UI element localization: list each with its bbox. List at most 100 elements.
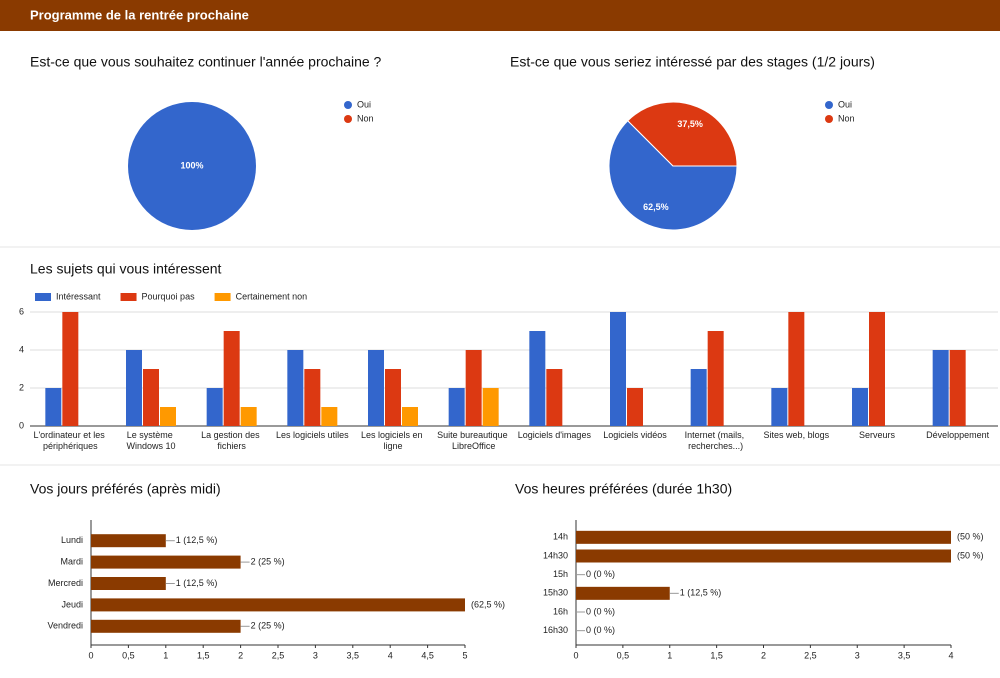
bar	[576, 530, 951, 544]
bar	[321, 407, 338, 426]
legend-label: Oui	[357, 99, 371, 109]
x-tick-label: 4,5	[421, 650, 434, 660]
y-tick-label: 16h30	[543, 625, 568, 635]
chart-title: Est-ce que vous souhaitez continuer l'an…	[30, 54, 382, 70]
slice-label: 37,5%	[677, 119, 703, 129]
bar	[91, 555, 241, 569]
x-tick-label: Logiciels vidéos	[603, 430, 667, 440]
y-tick-label: 0	[19, 420, 24, 430]
value-label: 1 (12,5 %)	[176, 535, 218, 545]
pie-slice	[627, 101, 738, 167]
legend-swatch	[35, 293, 51, 301]
bar	[576, 586, 670, 600]
value-label: (50 %)	[957, 532, 984, 542]
x-tick-label: 5	[462, 650, 467, 660]
y-tick-label: Mardi	[60, 556, 83, 566]
x-tick-label: Le système Windows 10	[126, 430, 175, 451]
y-tick-label: 4	[19, 344, 24, 354]
bar	[91, 577, 166, 590]
legend-label: Non	[357, 113, 374, 123]
x-tick-label: Sites web, blogs	[764, 430, 830, 440]
bar	[304, 369, 321, 426]
legend-label: Oui	[838, 99, 852, 109]
legend-swatch	[825, 101, 833, 109]
x-tick-label: 4	[388, 650, 393, 660]
x-tick-label: Les logiciels en ligne	[361, 430, 425, 451]
bar	[160, 407, 176, 426]
x-tick-label: Serveurs	[859, 430, 896, 440]
x-tick-label: Suite bureautique LibreOffice	[437, 430, 510, 451]
y-tick-label: 16h	[553, 606, 568, 616]
x-tick-label: 3,5	[898, 650, 911, 660]
bar	[576, 549, 951, 563]
bar	[126, 350, 142, 426]
bar	[949, 350, 966, 426]
bar	[546, 369, 563, 426]
x-tick-label: 3	[855, 650, 860, 660]
x-tick-label: 1,5	[710, 650, 723, 660]
legend-label: Certainement non	[236, 291, 308, 301]
bar	[45, 388, 62, 426]
legend-swatch	[120, 293, 137, 301]
y-tick-label: Lundi	[61, 535, 83, 545]
x-tick-label: Logiciels d'images	[518, 430, 592, 440]
legend-swatch	[344, 115, 352, 123]
x-tick-label: 0,5	[122, 650, 135, 660]
pie-slice	[128, 102, 256, 230]
bar	[223, 331, 240, 426]
x-tick-label: 3,5	[347, 650, 360, 660]
bar	[240, 407, 257, 426]
pie-slice	[608, 120, 738, 231]
x-tick-label: Les logiciels utiles	[276, 430, 349, 440]
legend-label: Non	[838, 113, 855, 123]
bar	[627, 388, 643, 426]
x-tick-label: 2,5	[272, 650, 285, 660]
bar	[690, 369, 707, 426]
x-tick-label: 1,5	[197, 650, 210, 660]
bar	[402, 407, 418, 426]
bar	[610, 312, 626, 426]
bar	[206, 388, 223, 426]
bar	[91, 598, 465, 612]
slice-label: 62,5%	[643, 202, 669, 212]
legend-label: Intéressant	[56, 291, 101, 301]
chart-title: Les sujets qui vous intéressent	[30, 261, 222, 277]
slice-label: 100%	[180, 160, 203, 170]
bar	[368, 350, 384, 426]
y-tick-label: 6	[19, 306, 24, 316]
bar	[482, 388, 499, 426]
x-tick-label: 0	[88, 650, 93, 660]
header-bar	[0, 0, 1000, 31]
value-label: 2 (25 %)	[251, 556, 285, 566]
y-tick-label: Vendredi	[47, 621, 83, 631]
legend-swatch	[825, 115, 833, 123]
y-tick-label: 15h	[553, 569, 568, 579]
value-label: 0 (0 %)	[586, 625, 615, 635]
value-label: 0 (0 %)	[586, 569, 615, 579]
value-label: 2 (25 %)	[251, 621, 285, 631]
x-tick-label: 2	[238, 650, 243, 660]
x-tick-label: 2	[761, 650, 766, 660]
bar	[91, 619, 241, 633]
value-label: (50 %)	[957, 550, 984, 560]
y-tick-label: Mercredi	[48, 578, 83, 588]
x-tick-label: 0	[573, 650, 578, 660]
bar	[788, 312, 805, 426]
x-tick-label: 1	[163, 650, 168, 660]
bar	[852, 388, 868, 426]
y-tick-label: 14h	[553, 532, 568, 542]
bar	[62, 312, 79, 426]
bar	[287, 350, 304, 426]
chart-title: Vos jours préférés (après midi)	[30, 481, 221, 497]
x-tick-label: 2,5	[804, 650, 817, 660]
y-tick-label: 2	[19, 382, 24, 392]
x-tick-label: L'ordinateur et les périphériques	[33, 430, 107, 451]
value-label: (62,5 %)	[471, 599, 505, 609]
bar	[932, 350, 949, 426]
bar	[143, 369, 159, 426]
bar	[448, 388, 465, 426]
bar	[91, 534, 166, 548]
x-tick-label: 1	[667, 650, 672, 660]
y-tick-label: Jeudi	[61, 599, 83, 609]
